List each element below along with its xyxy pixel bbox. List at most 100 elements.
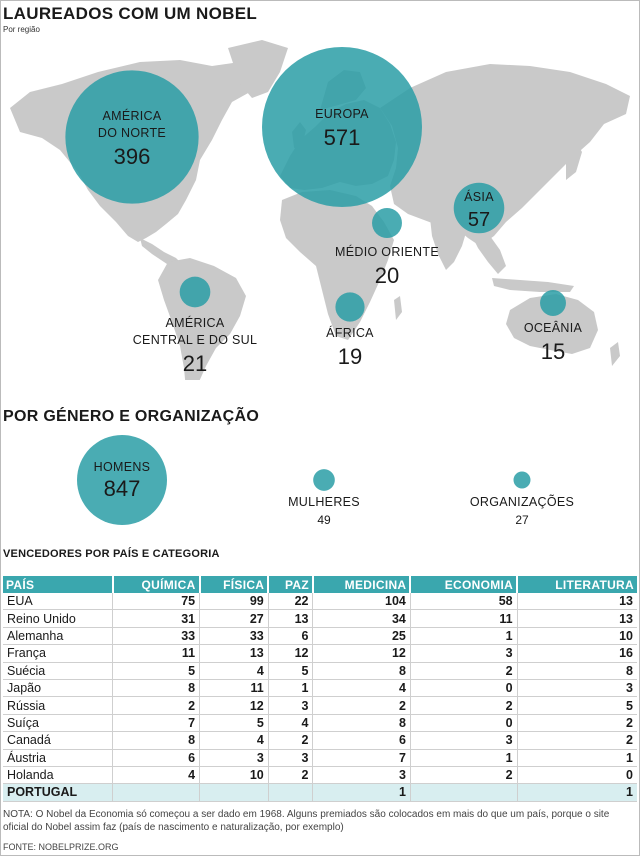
table-title: VENCEDORES POR PAÍS E CATEGORIA	[3, 548, 220, 560]
value-cell: 3	[312, 766, 411, 785]
value-cell: 10	[199, 766, 269, 785]
land-new-zealand	[610, 342, 620, 366]
value-cell: 3	[268, 749, 314, 767]
label-asia: ÁSIA	[464, 189, 494, 204]
label-mulheres: MULHERES	[288, 495, 360, 509]
table-row: Suíça 7 5 4 8 0 2	[3, 714, 637, 733]
column-header-6: ECONOMIA	[410, 576, 519, 593]
value-cell: 1	[517, 749, 637, 767]
value-america-central-e-do-sul: 21	[183, 351, 207, 376]
land-japan	[566, 142, 582, 180]
value-cell: 2	[410, 696, 518, 715]
value-cell: 1	[517, 783, 637, 802]
land-south-america	[158, 258, 246, 380]
table-row: Canadá 8 4 2 6 3 2	[3, 731, 637, 750]
value-asia: 57	[468, 209, 490, 231]
value-cell: 22	[268, 593, 314, 611]
land-australia	[506, 294, 598, 354]
label-europa: EUROPA	[315, 107, 369, 121]
bubble-africa	[335, 292, 365, 322]
value-cell: 3	[410, 731, 518, 750]
country-cell: Rússia	[3, 696, 114, 715]
value-cell: 6	[312, 731, 411, 750]
value-cell: 5	[517, 696, 637, 715]
value-cell: 8	[312, 714, 411, 733]
land-indonesia	[492, 278, 574, 292]
value-cell	[199, 783, 269, 802]
value-cell: 4	[199, 731, 269, 750]
country-cell: Áustria	[3, 749, 114, 767]
value-cell: 2	[112, 696, 201, 715]
value-cell: 12	[312, 644, 411, 663]
country-cell: Suíça	[3, 714, 114, 733]
value-mulheres: 49	[317, 513, 331, 527]
label-organizacoes: ORGANIZAÇÕES	[470, 494, 574, 509]
value-medio-oriente: 20	[375, 263, 399, 288]
value-cell: 5	[112, 662, 201, 680]
table-row: Suécia 5 4 5 8 2 8	[3, 662, 637, 680]
value-cell: 11	[199, 679, 269, 698]
table-row: Rússia 2 12 3 2 2 5	[3, 696, 637, 715]
label-medio-oriente: MÉDIO ORIENTE	[335, 244, 439, 259]
value-cell: 6	[268, 627, 314, 646]
source-note: FONTE: NOBELPRIZE.ORG	[3, 842, 119, 852]
table-body: EUA 75 99 22 104 58 13 Reino Unido 31 27 13 34 11 13 A…	[3, 593, 637, 802]
country-cell: Reino Unido	[3, 609, 114, 628]
country-cell: Suécia	[3, 662, 114, 680]
country-cell: PORTUGAL	[3, 783, 114, 802]
value-cell: 75	[112, 593, 201, 611]
label-america-do-norte-1: AMÉRICA	[102, 108, 161, 123]
label-america-central-e-do-sul-2: CENTRAL E DO SUL	[133, 333, 258, 347]
label-america-do-norte-2: DO NORTE	[98, 126, 166, 140]
value-cell: 5	[199, 714, 269, 733]
region-bubbles: AMÉRICA DO NORTE 396 EUROPA 571 ÁSIA 57 MÉDIO O…	[65, 47, 582, 376]
column-header-3: FÍSICA	[199, 576, 270, 593]
value-cell: 7	[312, 749, 411, 767]
bubble-america-central-e-do-sul	[179, 276, 211, 308]
land-greenland	[228, 40, 288, 98]
value-cell: 16	[517, 644, 637, 663]
country-cell: Holanda	[3, 766, 114, 785]
value-cell: 8	[112, 731, 201, 750]
value-homens: 847	[104, 476, 141, 501]
value-africa: 19	[338, 344, 362, 369]
label-america-central-e-do-sul-1: AMÉRICA	[165, 315, 224, 330]
table-row: EUA 75 99 22 104 58 13	[3, 593, 637, 611]
value-cell	[112, 783, 201, 802]
table-row: Japão 8 11 1 4 0 3	[3, 679, 637, 698]
bubble-oceania	[540, 290, 566, 316]
country-cell: Alemanha	[3, 627, 114, 646]
value-cell: 8	[517, 662, 637, 680]
value-oceania: 15	[541, 339, 565, 364]
page-title: LAUREADOS COM UM NOBEL	[3, 4, 258, 23]
value-cell	[268, 783, 314, 802]
value-cell: 4	[312, 679, 411, 698]
value-cell: 58	[410, 593, 518, 611]
value-cell: 13	[517, 593, 637, 611]
value-cell	[410, 783, 518, 802]
bubble-europa	[262, 47, 422, 207]
label-oceania: OCEÂNIA	[524, 320, 583, 335]
land-india	[430, 216, 468, 270]
value-cell: 1	[312, 783, 411, 802]
world-map: AMÉRICA DO NORTE 396 EUROPA 571 ÁSIA 57 MÉDIO O…	[10, 40, 630, 380]
value-cell: 3	[517, 679, 637, 698]
value-cell: 2	[312, 696, 411, 715]
land-africa	[280, 190, 394, 340]
value-cell: 99	[199, 593, 269, 611]
table-row: Áustria 6 3 3 7 1 1	[3, 749, 637, 767]
value-cell: 25	[312, 627, 411, 646]
value-europa: 571	[324, 125, 361, 150]
bubble-asia	[453, 182, 505, 234]
value-cell: 4	[112, 766, 201, 785]
value-america-do-norte: 396	[114, 144, 151, 169]
value-cell: 4	[268, 714, 314, 733]
value-cell: 13	[517, 609, 637, 628]
column-header-7: LITERATURA	[517, 576, 637, 593]
page-subtitle: Por região	[3, 25, 40, 34]
label-africa: ÁFRICA	[326, 325, 374, 340]
value-cell: 2	[517, 714, 637, 733]
value-cell: 27	[199, 609, 269, 628]
value-cell: 11	[112, 644, 201, 663]
